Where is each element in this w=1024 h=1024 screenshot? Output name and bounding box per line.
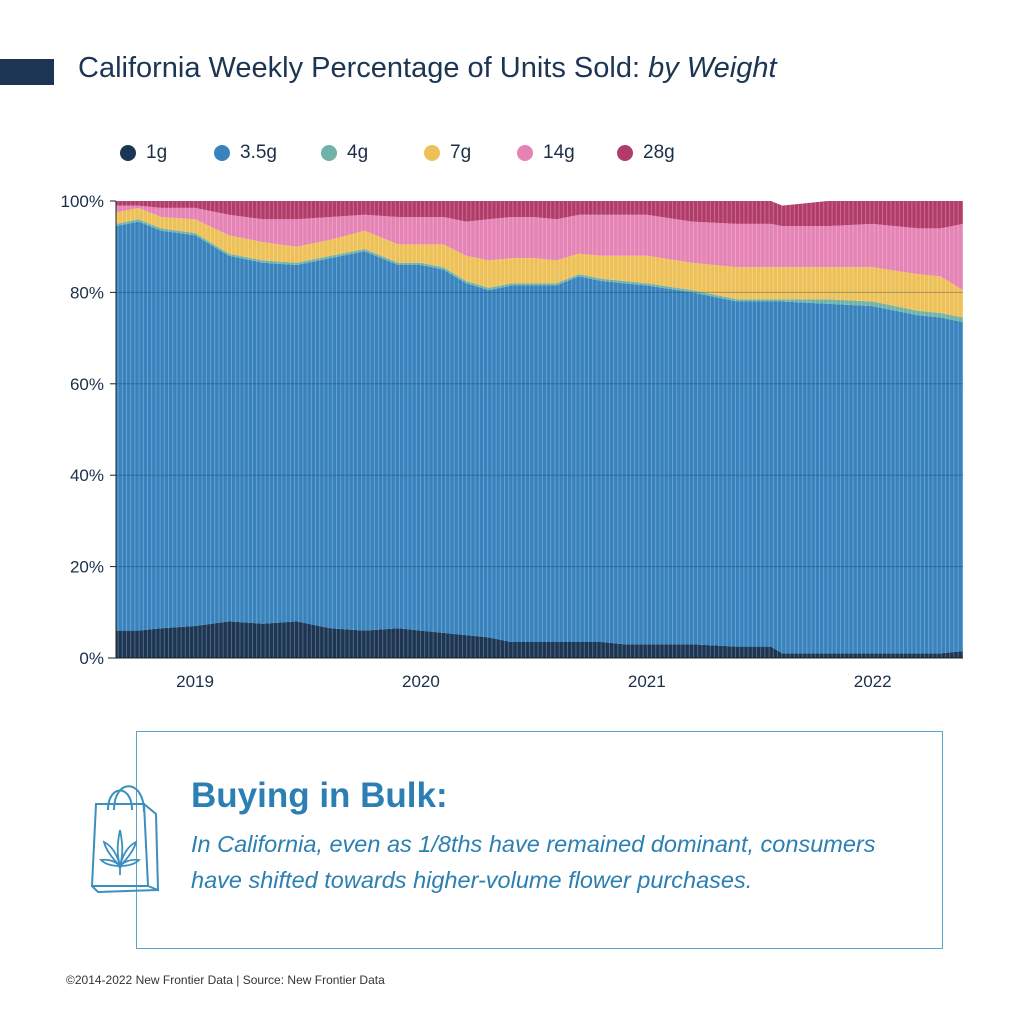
legend-item-4g: 4g (321, 142, 368, 164)
y-tick-label: 80% (70, 283, 104, 302)
footer-credit: ©2014-2022 New Frontier Data | Source: N… (66, 973, 385, 987)
legend-label-28g: 28g (643, 142, 675, 163)
y-tick-label: 60% (70, 375, 104, 394)
callout-heading: Buying in Bulk: (191, 776, 448, 815)
legend-label-1g: 1g (146, 142, 168, 163)
legend-marker-4g (321, 145, 337, 161)
legend-item-3-5g: 3.5g (214, 142, 277, 164)
legend-marker-14g (517, 145, 533, 161)
y-tick-label: 100% (61, 192, 104, 211)
chart-title-emphasis: by Weight (648, 52, 777, 84)
shopping-bag-icon (90, 785, 160, 894)
series-area-3-5g (116, 221, 963, 654)
y-tick-label: 40% (70, 466, 104, 485)
legend-marker-28g (617, 145, 633, 161)
callout-box (136, 731, 943, 949)
legend-label-14g: 14g (543, 142, 575, 163)
legend-item-14g: 14g (517, 142, 575, 164)
stacked-area-chart: 0% 20% 40% 60% 80% 100% 2019 2020 2021 2022 (61, 192, 963, 691)
legend-marker-7g (424, 145, 440, 161)
y-tick-label: 0% (79, 649, 104, 668)
chart-title: California Weekly Percentage of Units So… (78, 52, 777, 85)
chart-title-main: California Weekly Percentage of Units So… (78, 52, 641, 84)
legend-label-3-5g: 3.5g (240, 142, 277, 163)
callout-body: In California, even as 1/8ths have remai… (191, 831, 876, 893)
x-tick-label: 2021 (628, 672, 666, 691)
y-tick-label: 20% (70, 558, 104, 577)
series-area-28g (116, 201, 963, 229)
legend-marker-3-5g (214, 145, 230, 161)
legend-item-28g: 28g (617, 142, 675, 164)
series-area-1g (116, 621, 963, 658)
x-tick-label: 2022 (854, 672, 892, 691)
x-tick-label: 2020 (402, 672, 440, 691)
legend-label-4g: 4g (347, 142, 369, 163)
title-bar (0, 59, 54, 85)
legend-item-7g: 7g (424, 142, 471, 164)
legend-item-1g: 1g (120, 142, 167, 164)
legend-marker-1g (120, 145, 136, 161)
series-area-7g (116, 207, 963, 318)
cannabis-leaf-icon (99, 829, 141, 875)
x-tick-label: 2019 (176, 672, 214, 691)
series-area-14g (116, 205, 963, 291)
legend-label-7g: 7g (450, 142, 472, 163)
